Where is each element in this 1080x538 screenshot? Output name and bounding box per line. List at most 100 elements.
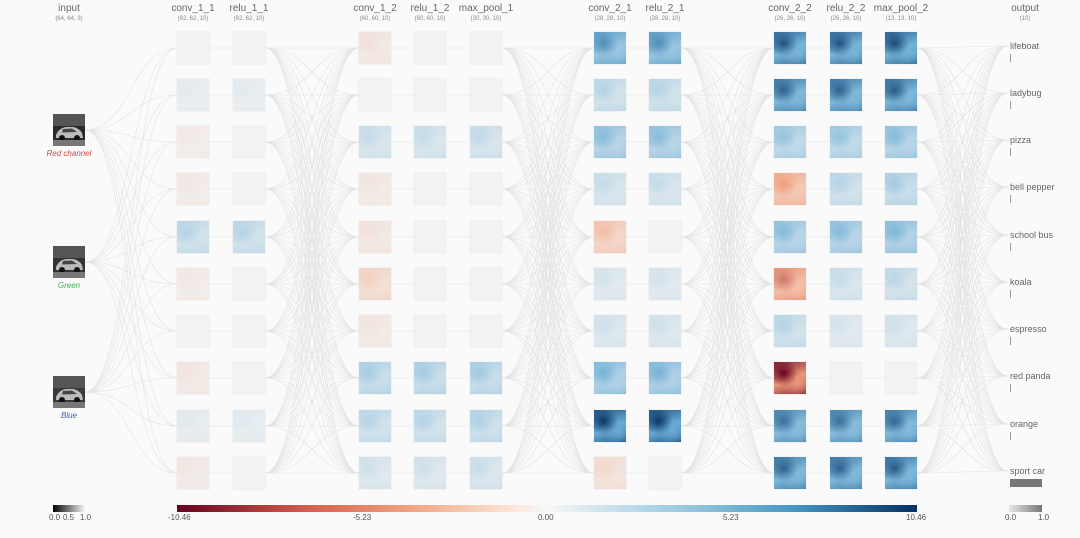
node-relu-1-1[interactable]: [233, 457, 265, 489]
node-relu-2-1[interactable]: [649, 268, 681, 300]
node-max-pool-1[interactable]: [470, 32, 502, 64]
node-conv-2-1[interactable]: [594, 410, 626, 442]
output-class-label[interactable]: orange: [1010, 419, 1039, 429]
node-max-pool-2[interactable]: [885, 268, 917, 300]
output-class-label[interactable]: sport car: [1010, 466, 1046, 476]
output-class-label[interactable]: school bus: [1010, 230, 1054, 240]
node-conv-2-1[interactable]: [594, 79, 626, 111]
node-conv-1-2[interactable]: [359, 362, 391, 394]
layer-title-conv-2-1[interactable]: conv_2_1: [588, 3, 632, 14]
node-max-pool-2[interactable]: [885, 457, 917, 489]
node-conv-1-2[interactable]: [359, 79, 391, 111]
node-max-pool-2[interactable]: [885, 126, 917, 158]
node-relu-1-1[interactable]: [233, 126, 265, 158]
node-relu-2-2[interactable]: [830, 268, 862, 300]
input-channel-image[interactable]: [53, 246, 85, 278]
layer-title-conv-2-2[interactable]: conv_2_2: [768, 3, 812, 14]
node-conv-1-2[interactable]: [359, 268, 391, 300]
node-relu-2-2[interactable]: [830, 362, 862, 394]
node-max-pool-2[interactable]: [885, 79, 917, 111]
layer-title-conv-1-1[interactable]: conv_1_1: [171, 3, 215, 14]
node-conv-1-2[interactable]: [359, 173, 391, 205]
node-relu-2-1[interactable]: [649, 79, 681, 111]
output-class-label[interactable]: espresso: [1010, 324, 1047, 334]
node-relu-1-1[interactable]: [233, 173, 265, 205]
output-class-label[interactable]: ladybug: [1010, 88, 1042, 98]
node-relu-1-2[interactable]: [414, 362, 446, 394]
node-relu-1-2[interactable]: [414, 315, 446, 347]
node-relu-2-1[interactable]: [649, 315, 681, 347]
node-relu-2-1[interactable]: [649, 457, 681, 489]
node-relu-2-1[interactable]: [649, 362, 681, 394]
node-relu-1-2[interactable]: [414, 268, 446, 300]
node-conv-1-2[interactable]: [359, 126, 391, 158]
node-conv-1-1[interactable]: [177, 126, 209, 158]
node-max-pool-1[interactable]: [470, 362, 502, 394]
node-conv-1-2[interactable]: [359, 457, 391, 489]
input-channel-image[interactable]: [53, 114, 85, 146]
node-max-pool-1[interactable]: [470, 315, 502, 347]
node-relu-2-1[interactable]: [649, 32, 681, 64]
node-conv-1-1[interactable]: [177, 268, 209, 300]
node-conv-2-1[interactable]: [594, 173, 626, 205]
node-conv-1-2[interactable]: [359, 221, 391, 253]
node-conv-2-1[interactable]: [594, 457, 626, 489]
node-conv-2-2[interactable]: [774, 410, 806, 442]
node-relu-1-1[interactable]: [233, 32, 265, 64]
node-max-pool-1[interactable]: [470, 457, 502, 489]
layer-title-input[interactable]: input: [58, 3, 80, 14]
node-relu-1-1[interactable]: [233, 268, 265, 300]
node-relu-1-2[interactable]: [414, 173, 446, 205]
node-relu-2-1[interactable]: [649, 126, 681, 158]
node-relu-1-1[interactable]: [233, 362, 265, 394]
node-max-pool-1[interactable]: [470, 79, 502, 111]
node-relu-1-1[interactable]: [233, 315, 265, 347]
node-relu-1-2[interactable]: [414, 410, 446, 442]
input-channel-image[interactable]: [53, 376, 85, 408]
output-class-label[interactable]: pizza: [1010, 135, 1032, 145]
node-conv-2-2[interactable]: [774, 126, 806, 158]
node-max-pool-2[interactable]: [885, 315, 917, 347]
node-relu-1-2[interactable]: [414, 457, 446, 489]
node-relu-2-2[interactable]: [830, 173, 862, 205]
layer-title-output[interactable]: output: [1011, 3, 1039, 14]
node-conv-1-1[interactable]: [177, 173, 209, 205]
node-relu-2-2[interactable]: [830, 32, 862, 64]
node-conv-1-1[interactable]: [177, 79, 209, 111]
node-relu-2-1[interactable]: [649, 221, 681, 253]
layer-title-max-pool-1[interactable]: max_pool_1: [458, 3, 514, 14]
node-conv-2-1[interactable]: [594, 315, 626, 347]
node-relu-2-2[interactable]: [830, 221, 862, 253]
node-conv-1-1[interactable]: [177, 315, 209, 347]
node-conv-2-2[interactable]: [774, 268, 806, 300]
node-conv-1-2[interactable]: [359, 32, 391, 64]
node-conv-1-2[interactable]: [359, 315, 391, 347]
node-max-pool-1[interactable]: [470, 126, 502, 158]
node-conv-1-1[interactable]: [177, 410, 209, 442]
node-max-pool-1[interactable]: [470, 410, 502, 442]
node-max-pool-2[interactable]: [885, 410, 917, 442]
node-conv-1-1[interactable]: [177, 362, 209, 394]
node-relu-2-1[interactable]: [649, 173, 681, 205]
node-conv-2-2[interactable]: [774, 221, 806, 253]
node-max-pool-2[interactable]: [885, 32, 917, 64]
node-relu-2-2[interactable]: [830, 126, 862, 158]
node-relu-1-2[interactable]: [414, 32, 446, 64]
node-relu-2-2[interactable]: [830, 79, 862, 111]
node-conv-1-1[interactable]: [177, 221, 209, 253]
node-conv-2-1[interactable]: [594, 268, 626, 300]
node-relu-2-2[interactable]: [830, 457, 862, 489]
node-relu-1-2[interactable]: [414, 79, 446, 111]
node-relu-2-1[interactable]: [649, 410, 681, 442]
layer-title-relu-2-2[interactable]: relu_2_2: [826, 3, 866, 14]
node-conv-2-1[interactable]: [594, 32, 626, 64]
node-max-pool-1[interactable]: [470, 221, 502, 253]
node-conv-1-1[interactable]: [177, 457, 209, 489]
output-class-label[interactable]: koala: [1010, 277, 1032, 287]
node-conv-2-2[interactable]: [774, 173, 806, 205]
node-max-pool-2[interactable]: [885, 173, 917, 205]
node-max-pool-2[interactable]: [885, 221, 917, 253]
node-conv-2-2[interactable]: [774, 32, 806, 64]
node-conv-2-1[interactable]: [594, 362, 626, 394]
node-max-pool-2[interactable]: [885, 362, 917, 394]
